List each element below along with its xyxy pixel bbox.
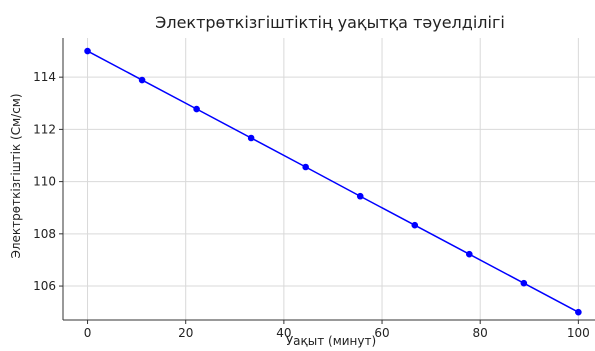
x-tick-label: 20	[178, 326, 193, 340]
y-axis-label: Электрөткізгіштік (См/см)	[9, 93, 23, 258]
chart-title: Электрөткізгіштіктің уақытқа тәуелділігі	[155, 13, 505, 32]
y-tick-label: 114	[33, 70, 56, 84]
data-point	[356, 192, 364, 200]
y-tick-label: 112	[33, 122, 56, 136]
data-point	[466, 250, 473, 258]
data-point	[138, 76, 146, 84]
y-tick-label: 110	[33, 175, 56, 189]
series-line	[87, 50, 579, 313]
data-point	[84, 47, 91, 55]
data-point	[575, 308, 582, 316]
data-point	[520, 279, 528, 287]
axes	[62, 38, 595, 321]
x-tick-label: 0	[84, 326, 92, 340]
x-tick-label: 80	[473, 326, 488, 340]
data-point	[302, 163, 309, 171]
x-axis-label: Уақыт (минут)	[286, 334, 376, 348]
data-point	[411, 221, 419, 229]
x-tick-label: 100	[567, 326, 590, 340]
ticks: 0 20 40 60 80 100 106 108 110 112 114	[33, 70, 590, 340]
x-tick-label: 40	[276, 326, 291, 340]
grid	[63, 38, 595, 320]
x-tick-label: 60	[374, 326, 389, 340]
series	[84, 47, 582, 316]
data-point	[193, 105, 200, 113]
y-tick-label: 108	[33, 227, 56, 241]
y-tick-label: 106	[33, 279, 56, 293]
data-point	[247, 134, 255, 142]
